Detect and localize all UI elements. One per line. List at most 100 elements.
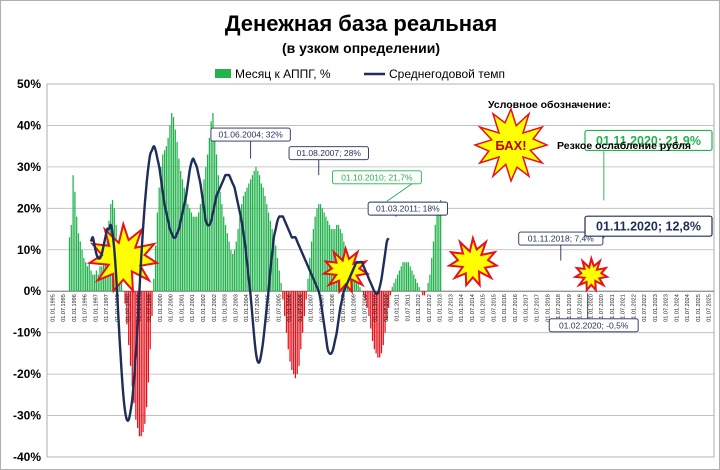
x-tick-label: 01.07.2005 — [276, 294, 282, 322]
x-tick-label: 01.07.2025 — [707, 294, 713, 322]
bar — [242, 195, 245, 292]
bar — [140, 291, 142, 437]
x-tick-label: 01.01.2018 — [545, 294, 551, 322]
bar — [128, 291, 130, 346]
bar — [246, 187, 248, 292]
x-tick-label: 01.07.1997 — [104, 294, 110, 322]
callout-label: 01.11.2020; 12,8% — [596, 220, 701, 234]
bar — [88, 262, 90, 292]
x-tick-label: 01.07.2006 — [298, 294, 304, 322]
bar — [154, 245, 157, 292]
bar — [258, 175, 261, 292]
bar — [77, 233, 80, 292]
callout-box — [210, 127, 291, 142]
bar — [171, 113, 173, 292]
bar — [137, 291, 139, 428]
bar — [230, 249, 232, 292]
bar — [183, 187, 185, 292]
bar — [309, 258, 311, 292]
bar — [86, 266, 89, 292]
bar — [400, 266, 402, 292]
callout-label: 01.06.2004; 32% — [218, 130, 283, 140]
bar — [427, 282, 429, 292]
bar — [160, 166, 162, 292]
bar — [323, 212, 325, 292]
bar — [162, 154, 164, 292]
bar — [205, 166, 207, 292]
x-tick-label: 01.01.2000 — [158, 294, 164, 322]
bar — [158, 187, 160, 292]
x-tick-label: 01.01.2006 — [287, 294, 293, 322]
bar — [287, 291, 289, 350]
y-tick-label: 10% — [17, 243, 41, 257]
bar — [147, 291, 150, 383]
bar — [293, 291, 295, 375]
bar — [431, 258, 433, 292]
x-tick-label: 01.01.2002 — [201, 294, 207, 322]
x-tick-label: 01.07.2017 — [534, 294, 540, 322]
bar — [165, 146, 167, 292]
x-tick-label: 01.01.2016 — [502, 294, 508, 322]
bar — [391, 287, 393, 292]
bar — [355, 278, 358, 292]
bar — [233, 249, 236, 292]
x-tick-label: 01.01.2008 — [330, 294, 336, 322]
y-tick-label: 30% — [17, 160, 41, 174]
bar — [215, 154, 218, 292]
chart-title: Денежная база реальная — [225, 11, 497, 36]
legend-bar-swatch — [215, 69, 231, 78]
bar — [423, 291, 426, 296]
bar — [129, 291, 132, 366]
x-tick-label: 01.07.2013 — [448, 294, 454, 322]
bar — [402, 262, 404, 292]
callout-box — [584, 129, 713, 152]
y-tick-label: -10% — [13, 326, 41, 340]
legend-note: Условное обозначение: БАХ! Резкое ослабл… — [472, 99, 691, 184]
bar — [74, 191, 76, 292]
x-tick-label: 01.07.2018 — [556, 294, 562, 322]
bar — [398, 270, 401, 292]
x-tick-label: 01.07.2004 — [255, 294, 261, 322]
bar — [420, 291, 422, 292]
bar — [185, 195, 187, 292]
bar — [388, 291, 390, 308]
x-tick-label: 01.01.2023 — [653, 294, 659, 322]
bar — [176, 142, 178, 292]
bar — [68, 237, 71, 292]
x-tick-label: 01.07.2012 — [427, 294, 433, 322]
bar — [239, 216, 241, 292]
x-tick-label: 01.01.2021 — [610, 294, 616, 322]
bar — [145, 291, 148, 408]
bar — [276, 258, 279, 292]
bar — [389, 291, 392, 296]
bar — [255, 166, 257, 292]
x-tick-label: 01.07.2015 — [491, 294, 497, 322]
bar — [210, 121, 212, 292]
bar — [79, 241, 81, 292]
bax-explosion-icon — [472, 106, 550, 184]
x-tick-label: 01.07.2020 — [599, 294, 605, 322]
x-tick-label: 01.01.2001 — [179, 294, 185, 322]
bar — [133, 291, 135, 404]
callout-box — [331, 170, 422, 185]
bar — [275, 245, 277, 292]
x-tick-label: 01.07.2011 — [405, 294, 411, 321]
y-tick-label: 40% — [17, 118, 41, 132]
bax-label: БАХ! — [495, 138, 526, 153]
legend: Месяц к АППГ, % Среднегодовой темп — [215, 67, 505, 81]
bar — [208, 137, 210, 292]
bar — [413, 274, 415, 292]
x-tick-label: 01.01.2011 — [395, 294, 401, 321]
x-tick-label: 01.01.2015 — [481, 294, 487, 322]
bar — [357, 282, 359, 292]
bar — [321, 208, 323, 292]
bar — [167, 137, 169, 292]
bar — [373, 291, 375, 350]
x-tick-label: 01.07.1999 — [147, 294, 153, 322]
bar — [124, 291, 126, 304]
x-tick-label: 01.07.2023 — [664, 294, 670, 322]
bar — [404, 262, 406, 292]
bar — [172, 117, 175, 292]
